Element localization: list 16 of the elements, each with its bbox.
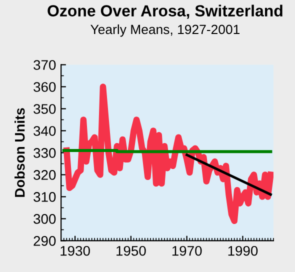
y-tick-label: 340 bbox=[34, 126, 56, 136]
y-axis-title: Dobson Units bbox=[14, 108, 25, 197]
y-tick-label: 370 bbox=[34, 60, 56, 70]
y-tick-label: 350 bbox=[34, 104, 56, 114]
x-tick-label: 1930 bbox=[60, 246, 90, 256]
x-tick-label: 1970 bbox=[172, 246, 202, 256]
y-tick-label: 290 bbox=[34, 236, 56, 246]
x-tick-label: 1990 bbox=[228, 246, 258, 256]
chart-subtitle: Yearly Means, 1927-2001 bbox=[90, 24, 240, 37]
chart-title: Ozone Over Arosa, Switzerland bbox=[48, 4, 282, 19]
x-tick-label: 1950 bbox=[116, 246, 146, 256]
y-tick-label: 360 bbox=[34, 82, 56, 92]
y-tick-label: 300 bbox=[34, 214, 56, 224]
y-tick-label: 330 bbox=[34, 148, 56, 158]
y-tick-label: 310 bbox=[34, 192, 56, 202]
y-tick-label: 320 bbox=[34, 170, 56, 180]
